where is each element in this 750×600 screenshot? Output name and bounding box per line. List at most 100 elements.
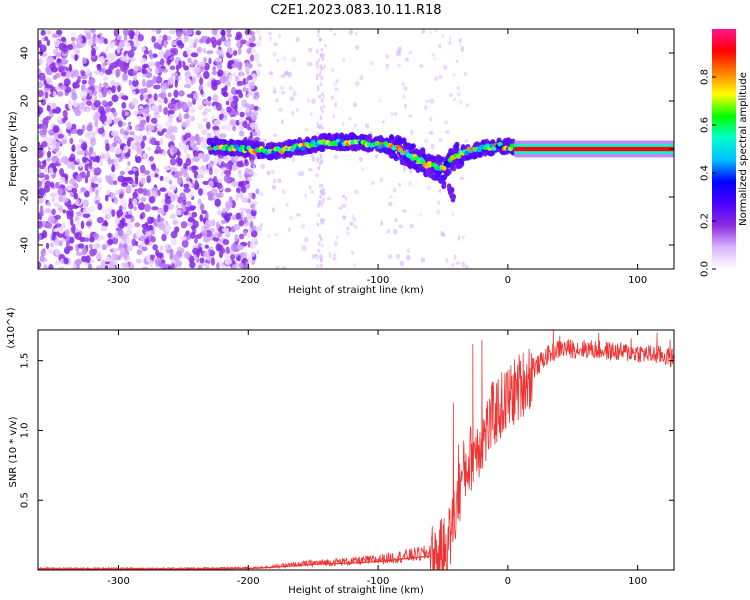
spectrogram-noise-cell [132, 198, 138, 207]
spectrogram-noise-cell [86, 124, 93, 132]
spectrogram-noise-cell [106, 111, 114, 116]
spectrogram-noise-cell [97, 202, 103, 211]
spectrogram-noise-cell [224, 85, 228, 92]
spectrogram-noise-cell [73, 69, 80, 78]
spectrogram-noise-cell [125, 229, 132, 237]
spectrogram-noise-cell [38, 68, 41, 75]
spectrogram-noise-cell [151, 29, 158, 33]
spectrogram-noise-cell [211, 70, 218, 75]
spectrogram-noise-cell [192, 150, 198, 157]
spectrogram-noise-cell [233, 155, 239, 161]
spectrogram-noise-cell [140, 140, 145, 149]
spectrogram-noise-cell [184, 83, 192, 89]
spectrogram-noise-cell [308, 61, 313, 67]
spectrogram-noise-cell [355, 45, 359, 50]
spectrogram-noise-cell [280, 119, 284, 125]
spectrogram-noise-cell [108, 261, 114, 269]
spectrogram-noise-cell [54, 72, 61, 79]
spectrogram-noise-cell [38, 160, 42, 168]
spectrogram-noise-cell [231, 181, 239, 188]
spectrogram-noise-cell [173, 253, 180, 262]
spectrogram-noise-cell [242, 87, 248, 93]
spectrogram-noise-cell [228, 96, 234, 103]
spectrogram-noise-cell [160, 210, 166, 215]
spectrogram-noise-cell [253, 105, 259, 111]
spectrogram-noise-cell [282, 188, 286, 195]
spectrogram-noise-cell [202, 47, 207, 54]
spectrogram-noise-cell [55, 260, 60, 266]
spectrogram-noise-cell [107, 239, 114, 246]
spectrogram-noise-cell [170, 230, 178, 239]
spectrogram-noise-cell [449, 35, 452, 41]
spectrogram-noise-cell [63, 257, 69, 265]
spectrogram-noise-cell [101, 100, 108, 106]
spectrogram-noise-cell [81, 156, 88, 163]
spectrogram-noise-cell [317, 33, 320, 38]
spectrogram-noise-cell [89, 131, 97, 136]
spectrogram-noise-cell [213, 156, 218, 165]
snr-x-axis: -300 -200 -100 0 100 [107, 330, 647, 587]
spectrogram-noise-cell [146, 175, 151, 184]
spectrogram-noise-cell [271, 207, 276, 213]
spectrogram-noise-cell [75, 211, 82, 217]
spectrogram-noise-cell [52, 230, 60, 236]
spectrogram-noise-cell [399, 260, 405, 267]
spectrogram-ridge-cell [239, 144, 246, 150]
spectrogram-noise-cell [110, 41, 116, 48]
spectrogram-noise-cell [335, 79, 339, 84]
spectrogram-noise-cell [385, 54, 390, 59]
spectrogram-noise-cell [142, 188, 148, 196]
spectrogram-noise-cell [167, 192, 175, 197]
spectrogram-noise-cell [61, 196, 69, 203]
spectrogram-noise-cell [353, 225, 358, 229]
spectrogram-noise-cell [193, 66, 201, 74]
spectrogram-noise-cell [82, 199, 89, 208]
spectrogram-noise-cell [451, 263, 455, 268]
spectrogram-noise-cell [244, 173, 249, 179]
spectrogram-noise-cell [180, 236, 187, 241]
spectrogram-noise-cell [81, 57, 87, 64]
spectrogram-noise-cell [272, 86, 277, 92]
spectrogram-noise-cell [332, 114, 336, 119]
spectrogram-noise-cell [235, 192, 239, 201]
spectrogram-noise-cell [105, 46, 110, 52]
spectrogram-noise-cell [315, 256, 319, 261]
spectrogram-noise-cell [111, 85, 116, 94]
spectrogram-noise-cell [281, 266, 286, 269]
spectrogram-noise-cell [201, 229, 208, 238]
spectrogram-noise-cell [87, 38, 93, 47]
spectrogram-noise-cell [75, 36, 83, 44]
spectrogram-noise-cell [397, 63, 401, 68]
spectrogram-noise-cell [157, 104, 163, 113]
spectrogram-noise-cell [326, 197, 332, 201]
spectrogram-noise-cell [39, 44, 47, 53]
spectrogram-noise-cell [393, 229, 398, 235]
spectrogram-noise-cell [348, 116, 352, 121]
spectrogram-noise-cell [136, 249, 143, 255]
spectrogram-noise-cell [128, 197, 132, 205]
spectrogram-noise-cell [232, 72, 237, 77]
spectrogram-noise-cell [183, 187, 191, 193]
spectrogram-noise-cell [78, 102, 86, 110]
spectrogram-noise-cell [135, 230, 143, 239]
spectrogram-noise-cell [141, 266, 149, 269]
spectrogram-noise-cell [258, 107, 262, 111]
spectrogram-noise-cell [323, 44, 327, 48]
spectrogram-noise-cell [255, 41, 262, 48]
spectrogram-noise-cell [135, 156, 142, 164]
spectrogram-noise-cell [296, 213, 301, 217]
spectrogram-noise-cell [144, 238, 150, 245]
spectrogram-noise-cell [45, 115, 52, 121]
spectrogram-noise-cell [46, 39, 51, 47]
spectrogram-noise-cell [147, 216, 154, 225]
spectrogram-noise-cell [167, 265, 171, 269]
spectrogram-noise-cell [99, 72, 104, 77]
spectrogram-noise-cell [168, 179, 173, 185]
spectrogram-noise-cell [404, 103, 407, 109]
spectrogram-ridge-halo [451, 160, 457, 167]
spectrogram-noise-cell [334, 240, 338, 247]
spectrogram-noise-cell [64, 103, 69, 110]
spectrogram-noise-cell [208, 167, 213, 176]
spectrogram-noise-cell [255, 188, 260, 195]
spectrogram-noise-cell [465, 103, 469, 108]
